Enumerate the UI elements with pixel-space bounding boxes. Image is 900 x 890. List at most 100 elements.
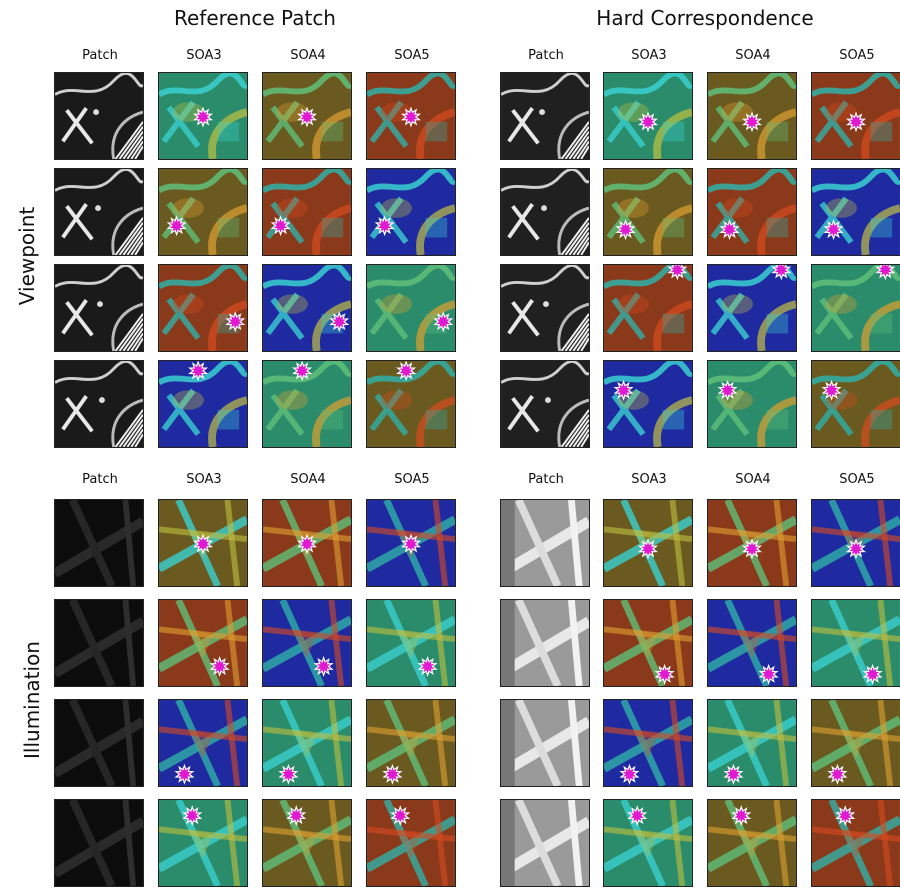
- star-burst-icon: [845, 538, 867, 560]
- star-burst-icon: [835, 805, 856, 827]
- column-label-soa5: SOA5: [394, 472, 430, 487]
- star-burst-icon: [613, 379, 634, 401]
- star-burst-icon: [823, 219, 844, 241]
- star-burst-icon: [400, 533, 422, 555]
- column-label-soa3: SOA3: [186, 472, 222, 487]
- column-label-soa3: SOA3: [186, 48, 222, 63]
- star-burst-icon: [627, 805, 648, 827]
- column-label-patch: Patch: [528, 472, 564, 487]
- heatmap-image: [811, 799, 900, 887]
- star-burst-icon: [174, 763, 195, 785]
- heatmap-image: [366, 72, 456, 160]
- star-burst-icon: [667, 265, 688, 281]
- heatmap-image: [707, 360, 797, 448]
- heatmap-image: [158, 72, 248, 160]
- column-label-soa4: SOA4: [290, 48, 326, 63]
- heatmap-image: [158, 699, 248, 787]
- column-label-patch: Patch: [528, 48, 564, 63]
- heatmap-image: [262, 264, 352, 352]
- star-burst-icon: [731, 805, 752, 827]
- patch-image: [54, 168, 144, 256]
- section-label-illumination: Illumination: [20, 641, 44, 759]
- star-burst-icon: [296, 106, 318, 128]
- patch-image: [500, 699, 590, 787]
- star-burst-icon: [417, 655, 438, 677]
- heatmap-image: [158, 799, 248, 887]
- heatmap-image: [262, 72, 352, 160]
- patch-image: [500, 799, 590, 887]
- heatmap-image: [707, 264, 797, 352]
- star-burst-icon: [396, 361, 417, 382]
- column-label-soa3: SOA3: [631, 472, 667, 487]
- heatmap-image: [707, 168, 797, 256]
- star-burst-icon: [741, 538, 763, 560]
- star-burst-icon: [225, 311, 246, 333]
- panel-title-reference: Reference Patch: [173, 6, 336, 30]
- heatmap-image: [603, 499, 693, 587]
- heatmap-image: [366, 499, 456, 587]
- heatmap-image: [811, 72, 900, 160]
- star-burst-icon: [400, 106, 422, 128]
- star-burst-icon: [329, 311, 350, 333]
- column-label-soa5: SOA5: [839, 48, 875, 63]
- star-burst-icon: [719, 219, 740, 241]
- star-burst-icon: [182, 805, 203, 827]
- heatmap-image: [262, 599, 352, 687]
- heatmap-image: [366, 599, 456, 687]
- star-burst-icon: [192, 106, 214, 128]
- heatmap-image: [366, 699, 456, 787]
- patch-image: [500, 599, 590, 687]
- star-burst-icon: [433, 311, 454, 333]
- star-burst-icon: [862, 663, 883, 685]
- column-label-soa4: SOA4: [290, 472, 326, 487]
- heatmap-image: [603, 168, 693, 256]
- patch-image: [500, 499, 590, 587]
- patch-image: [500, 360, 590, 448]
- patch-image: [54, 799, 144, 887]
- star-burst-icon: [827, 763, 848, 785]
- star-burst-icon: [286, 805, 307, 827]
- heatmap-image: [262, 699, 352, 787]
- star-burst-icon: [619, 763, 640, 785]
- star-burst-icon: [615, 219, 636, 241]
- heatmap-image: [158, 264, 248, 352]
- heatmap-image: [707, 72, 797, 160]
- patch-image: [54, 360, 144, 448]
- heatmap-image: [262, 799, 352, 887]
- patch-image: [54, 72, 144, 160]
- star-burst-icon: [390, 805, 411, 827]
- star-burst-icon: [758, 663, 779, 685]
- heatmap-image: [366, 264, 456, 352]
- heatmap-image: [366, 799, 456, 887]
- patch-image: [54, 264, 144, 352]
- heatmap-image: [158, 599, 248, 687]
- star-burst-icon: [875, 265, 896, 281]
- heatmap-image: [158, 168, 248, 256]
- heatmap-image: [603, 799, 693, 887]
- patch-image: [500, 264, 590, 352]
- star-burst-icon: [821, 379, 842, 401]
- heatmap-image: [603, 360, 693, 448]
- heatmap-image: [811, 168, 900, 256]
- heatmap-image: [262, 360, 352, 448]
- heatmap-image: [603, 72, 693, 160]
- star-burst-icon: [845, 111, 867, 133]
- heatmap-image: [811, 360, 900, 448]
- star-burst-icon: [188, 361, 209, 382]
- star-burst-icon: [292, 361, 313, 382]
- patch-image: [54, 599, 144, 687]
- star-burst-icon: [296, 533, 318, 555]
- heatmap-image: [811, 599, 900, 687]
- heatmap-image: [158, 360, 248, 448]
- section-label-viewpoint: Viewpoint: [15, 206, 39, 306]
- heatmap-image: [707, 599, 797, 687]
- star-burst-icon: [382, 763, 403, 785]
- star-burst-icon: [637, 538, 659, 560]
- patch-image: [54, 499, 144, 587]
- star-burst-icon: [374, 215, 395, 237]
- star-burst-icon: [637, 111, 659, 133]
- star-burst-icon: [192, 533, 214, 555]
- heatmap-image: [707, 699, 797, 787]
- heatmap-image: [707, 799, 797, 887]
- star-burst-icon: [209, 655, 230, 677]
